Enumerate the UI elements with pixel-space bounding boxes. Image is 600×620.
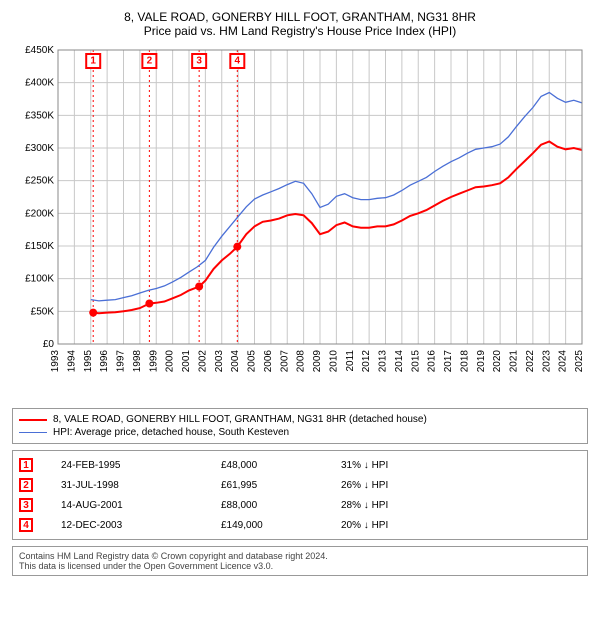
svg-text:4: 4 xyxy=(235,56,241,67)
svg-text:2007: 2007 xyxy=(279,350,290,373)
svg-text:1995: 1995 xyxy=(83,350,94,373)
transaction-diff: 26% ↓ HPI xyxy=(341,480,461,491)
svg-text:2017: 2017 xyxy=(443,350,454,373)
legend-row-hpi: HPI: Average price, detached house, Sout… xyxy=(19,426,581,439)
svg-text:2005: 2005 xyxy=(247,350,258,373)
svg-text:2018: 2018 xyxy=(459,350,470,373)
attribution-footer: Contains HM Land Registry data © Crown c… xyxy=(12,546,588,576)
svg-text:2019: 2019 xyxy=(476,350,487,373)
svg-text:2013: 2013 xyxy=(378,350,389,373)
footer-line-1: Contains HM Land Registry data © Crown c… xyxy=(19,551,581,561)
svg-text:£350K: £350K xyxy=(25,110,54,121)
legend-swatch-subject xyxy=(19,419,47,421)
transaction-date: 24-FEB-1995 xyxy=(33,460,221,471)
svg-text:1993: 1993 xyxy=(50,350,61,373)
svg-text:2023: 2023 xyxy=(541,350,552,373)
svg-text:2025: 2025 xyxy=(574,350,585,373)
transaction-marker: 1 xyxy=(19,458,33,472)
transaction-row: 231-JUL-1998£61,99526% ↓ HPI xyxy=(19,475,581,495)
svg-text:2008: 2008 xyxy=(296,350,307,373)
svg-text:2020: 2020 xyxy=(492,350,503,373)
transaction-price: £48,000 xyxy=(221,460,341,471)
transactions-table: 124-FEB-1995£48,00031% ↓ HPI231-JUL-1998… xyxy=(12,450,588,540)
legend-swatch-hpi xyxy=(19,432,47,433)
svg-text:1998: 1998 xyxy=(132,350,143,373)
svg-text:2010: 2010 xyxy=(328,350,339,373)
svg-text:1996: 1996 xyxy=(99,350,110,373)
svg-text:2011: 2011 xyxy=(345,350,356,372)
svg-text:2024: 2024 xyxy=(558,350,569,373)
transaction-price: £61,995 xyxy=(221,480,341,491)
transaction-marker: 4 xyxy=(19,518,33,532)
svg-text:1994: 1994 xyxy=(66,350,77,373)
svg-text:1: 1 xyxy=(90,56,96,67)
transaction-row: 314-AUG-2001£88,00028% ↓ HPI xyxy=(19,495,581,515)
transaction-diff: 28% ↓ HPI xyxy=(341,500,461,511)
svg-text:£150K: £150K xyxy=(25,241,54,252)
price-chart: £0 £50K £100K £150K £200K £250K £300K £350K £400… xyxy=(12,44,588,404)
transaction-date: 12-DEC-2003 xyxy=(33,520,221,531)
svg-text:£450K: £450K xyxy=(25,45,54,56)
legend-label-subject: 8, VALE ROAD, GONERBY HILL FOOT, GRANTHA… xyxy=(53,414,427,425)
svg-text:2016: 2016 xyxy=(427,350,438,373)
title-line-1: 8, VALE ROAD, GONERBY HILL FOOT, GRANTHA… xyxy=(12,10,588,24)
legend-row-subject: 8, VALE ROAD, GONERBY HILL FOOT, GRANTHA… xyxy=(19,413,581,426)
svg-text:1997: 1997 xyxy=(116,350,127,373)
transaction-marker: 2 xyxy=(19,478,33,492)
svg-text:£0: £0 xyxy=(43,339,55,350)
transaction-price: £88,000 xyxy=(221,500,341,511)
svg-text:2022: 2022 xyxy=(525,350,536,373)
transaction-marker: 3 xyxy=(19,498,33,512)
svg-text:2014: 2014 xyxy=(394,350,405,373)
svg-text:2: 2 xyxy=(147,56,153,67)
transaction-row: 124-FEB-1995£48,00031% ↓ HPI xyxy=(19,455,581,475)
svg-text:2000: 2000 xyxy=(165,350,176,373)
transaction-price: £149,000 xyxy=(221,520,341,531)
chart-title: 8, VALE ROAD, GONERBY HILL FOOT, GRANTHA… xyxy=(12,10,588,38)
transaction-row: 412-DEC-2003£149,00020% ↓ HPI xyxy=(19,515,581,535)
transaction-date: 14-AUG-2001 xyxy=(33,500,221,511)
svg-text:2015: 2015 xyxy=(410,350,421,373)
svg-text:£50K: £50K xyxy=(31,306,55,317)
svg-text:2009: 2009 xyxy=(312,350,323,373)
svg-text:3: 3 xyxy=(196,56,202,67)
svg-text:2006: 2006 xyxy=(263,350,274,373)
svg-text:2021: 2021 xyxy=(509,350,520,373)
footer-line-2: This data is licensed under the Open Gov… xyxy=(19,561,581,571)
legend: 8, VALE ROAD, GONERBY HILL FOOT, GRANTHA… xyxy=(12,408,588,444)
svg-text:£300K: £300K xyxy=(25,143,54,154)
svg-text:2001: 2001 xyxy=(181,350,192,373)
svg-text:1999: 1999 xyxy=(148,350,159,373)
transaction-date: 31-JUL-1998 xyxy=(33,480,221,491)
svg-text:£250K: £250K xyxy=(25,176,54,187)
svg-text:£400K: £400K xyxy=(25,78,54,89)
svg-text:£100K: £100K xyxy=(25,274,54,285)
svg-text:2012: 2012 xyxy=(361,350,372,373)
svg-text:2004: 2004 xyxy=(230,350,241,373)
legend-label-hpi: HPI: Average price, detached house, Sout… xyxy=(53,427,289,438)
transaction-diff: 20% ↓ HPI xyxy=(341,520,461,531)
svg-text:2003: 2003 xyxy=(214,350,225,373)
title-line-2: Price paid vs. HM Land Registry's House … xyxy=(12,24,588,38)
svg-text:2002: 2002 xyxy=(197,350,208,373)
transaction-diff: 31% ↓ HPI xyxy=(341,460,461,471)
svg-text:£200K: £200K xyxy=(25,208,54,219)
